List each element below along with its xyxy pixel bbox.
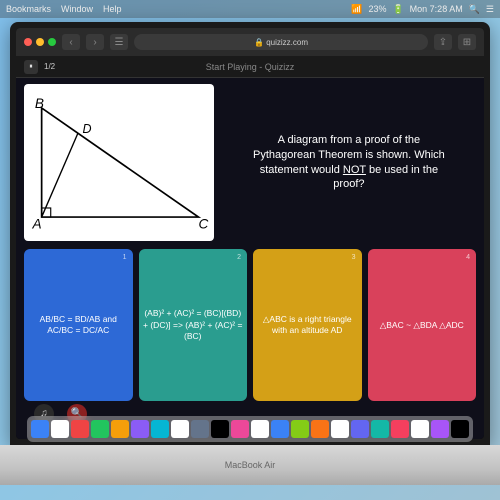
diagram-panel: B D A C (24, 84, 214, 241)
dock-app-icon[interactable] (271, 420, 289, 438)
question-progress: 1/2 (44, 62, 55, 71)
triangle-diagram: B D A C (28, 88, 210, 237)
page-title: Start Playing - Quizizz (206, 62, 295, 72)
macos-menubar: Bookmarks Window Help 📶 23% 🔋 Mon 7:28 A… (0, 0, 500, 18)
answer-text: (AB)² + (AC)² = (BC)[(BD) + (DC)] => (AB… (143, 308, 244, 341)
menubar-left: Bookmarks Window Help (6, 4, 122, 14)
clock: Mon 7:28 AM (410, 4, 463, 14)
dock-app-icon[interactable] (391, 420, 409, 438)
lock-icon: 🔒 (254, 38, 264, 47)
menu-window[interactable]: Window (61, 4, 93, 14)
answer-number: 2 (237, 253, 241, 262)
battery-icon: 🔋 (392, 4, 403, 15)
dock-app-icon[interactable] (451, 420, 469, 438)
pause-button[interactable]: ⏸ (24, 60, 38, 74)
dock-app-icon[interactable] (31, 420, 49, 438)
dock-app-icon[interactable] (331, 420, 349, 438)
answer-text: AB/BC = BD/AB and AC/BC = DC/AC (28, 314, 129, 336)
answer-option-4[interactable]: 4 △BAC ~ △BDA △ADC (368, 249, 477, 401)
label-d: D (83, 122, 92, 136)
screen: ‹ › ☰ 🔒 quizizz.com ⇪ ⊞ ⏸ 1/2 Start Play… (16, 28, 484, 439)
answer-number: 4 (466, 253, 470, 262)
forward-button[interactable]: › (86, 34, 104, 50)
laptop-brand: MacBook Air (225, 460, 276, 470)
minimize-window-button[interactable] (36, 38, 44, 46)
dock-app-icon[interactable] (111, 420, 129, 438)
close-window-button[interactable] (24, 38, 32, 46)
wifi-icon[interactable]: 📶 (351, 4, 362, 15)
answer-option-3[interactable]: 3 △ABC is a right triangle with an altit… (253, 249, 362, 401)
dock-app-icon[interactable] (371, 420, 389, 438)
label-a: A (32, 216, 42, 231)
maximize-window-button[interactable] (48, 38, 56, 46)
page-header: ⏸ 1/2 Start Playing - Quizizz (16, 56, 484, 78)
dock-app-icon[interactable] (351, 420, 369, 438)
address-bar[interactable]: 🔒 quizizz.com (134, 34, 428, 50)
answer-option-2[interactable]: 2 (AB)² + (AC)² = (BC)[(BD) + (DC)] => (… (139, 249, 248, 401)
laptop-bezel: ‹ › ☰ 🔒 quizizz.com ⇪ ⊞ ⏸ 1/2 Start Play… (10, 22, 490, 445)
answer-grid: 1 AB/BC = BD/AB and AC/BC = DC/AC 2 (AB)… (24, 249, 476, 401)
quiz-container: B D A C A diagram from a proof of the Py… (16, 78, 484, 439)
answer-text: △ABC is a right triangle with an altitud… (257, 314, 358, 336)
dock-app-icon[interactable] (431, 420, 449, 438)
dock-app-icon[interactable] (131, 420, 149, 438)
menubar-right: 📶 23% 🔋 Mon 7:28 AM 🔍 ☰ (351, 4, 494, 15)
tabs-button[interactable]: ⊞ (458, 34, 476, 50)
sidebar-button[interactable]: ☰ (110, 34, 128, 50)
browser-toolbar: ‹ › ☰ 🔒 quizizz.com ⇪ ⊞ (16, 28, 484, 56)
label-b: B (35, 96, 44, 111)
menu-help[interactable]: Help (103, 4, 122, 14)
menu-bookmarks[interactable]: Bookmarks (6, 4, 51, 14)
dock-app-icon[interactable] (191, 420, 209, 438)
answer-number: 1 (123, 253, 127, 262)
question-text: A diagram from a proof of the Pythagorea… (222, 84, 476, 241)
url-text: quizizz.com (266, 38, 308, 47)
dock-app-icon[interactable] (171, 420, 189, 438)
control-center-icon[interactable]: ☰ (486, 4, 494, 15)
laptop-base: MacBook Air (0, 445, 500, 485)
dock-app-icon[interactable] (251, 420, 269, 438)
dock-app-icon[interactable] (291, 420, 309, 438)
answer-number: 3 (352, 253, 356, 262)
dock-app-icon[interactable] (151, 420, 169, 438)
dock-app-icon[interactable] (51, 420, 69, 438)
dock-app-icon[interactable] (211, 420, 229, 438)
answer-text: △BAC ~ △BDA △ADC (380, 320, 464, 331)
back-button[interactable]: ‹ (62, 34, 80, 50)
answer-option-1[interactable]: 1 AB/BC = BD/AB and AC/BC = DC/AC (24, 249, 133, 401)
question-row: B D A C A diagram from a proof of the Py… (24, 84, 476, 241)
share-button[interactable]: ⇪ (434, 34, 452, 50)
battery-status: 23% (368, 4, 386, 14)
label-c: C (198, 216, 208, 231)
dock-app-icon[interactable] (311, 420, 329, 438)
window-controls (24, 38, 56, 46)
dock-app-icon[interactable] (231, 420, 249, 438)
progress-group: ⏸ 1/2 (24, 60, 55, 74)
dock-app-icon[interactable] (91, 420, 109, 438)
search-icon[interactable]: 🔍 (469, 4, 480, 15)
dock-app-icon[interactable] (71, 420, 89, 438)
dock-app-icon[interactable] (411, 420, 429, 438)
macos-dock (27, 416, 473, 442)
